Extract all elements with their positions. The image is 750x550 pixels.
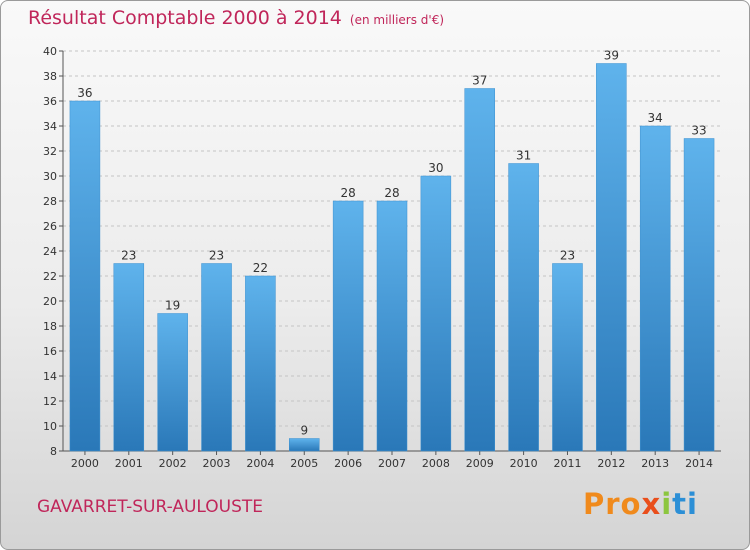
bar-2001: [113, 263, 145, 452]
x-tick-label: 2011: [553, 457, 581, 470]
logo-part-2: x: [641, 487, 662, 521]
y-tick-label: 36: [43, 95, 57, 108]
value-label: 30: [428, 161, 443, 175]
bar-2002: [157, 313, 188, 452]
value-label: 37: [472, 74, 487, 88]
y-tick-label: 34: [43, 120, 57, 133]
x-tick-label: 2010: [510, 457, 538, 470]
y-tick-label: 12: [43, 395, 57, 408]
chart-title-text: Résultat Comptable 2000 à 2014: [28, 7, 342, 29]
y-tick-label: 18: [43, 320, 57, 333]
value-label: 23: [560, 249, 575, 263]
x-tick-label: 2013: [641, 457, 669, 470]
logo-part-4: ti: [672, 487, 698, 521]
bar-2003: [201, 263, 232, 452]
x-tick-label: 2009: [466, 457, 494, 470]
bar-2004: [245, 275, 276, 452]
value-label: 28: [340, 186, 355, 200]
x-tick-label: 2002: [159, 457, 187, 470]
bar-2005: [289, 438, 320, 452]
value-label: 23: [121, 249, 136, 263]
y-tick-label: 38: [43, 70, 57, 83]
y-tick-label: 16: [43, 345, 57, 358]
x-tick-label: 2001: [115, 457, 143, 470]
chart-subtitle: (en milliers d'€): [349, 13, 445, 27]
y-tick-label: 8: [50, 445, 57, 458]
value-label: 23: [209, 249, 224, 263]
y-tick-label: 20: [43, 295, 57, 308]
bar-2012: [596, 63, 627, 452]
y-tick-label: 32: [43, 145, 57, 158]
logo-part-1: Pro: [583, 487, 642, 521]
x-tick-label: 2000: [71, 457, 99, 470]
place-name: GAVARRET-SUR-AULOUSTE: [37, 497, 264, 517]
y-tick-label: 24: [43, 245, 57, 258]
bar-2006: [332, 200, 364, 452]
bar-2008: [420, 175, 452, 452]
x-tick-label: 2012: [597, 457, 625, 470]
x-tick-label: 2005: [290, 457, 318, 470]
y-tick-label: 26: [43, 220, 57, 233]
bar-2011: [552, 263, 583, 452]
chart-title: Résultat Comptable 2000 à 2014 (en millie…: [28, 7, 444, 29]
bar-2000: [69, 100, 101, 452]
y-tick-label: 22: [43, 270, 57, 283]
value-label: 28: [384, 186, 399, 200]
bar-2007: [376, 200, 408, 452]
value-label: 34: [648, 111, 663, 125]
value-label: 39: [604, 49, 619, 63]
value-label: 31: [516, 149, 531, 163]
bar-2013: [639, 125, 671, 452]
y-tick-label: 14: [43, 370, 57, 383]
labels: 8 10 12 14 16 18 20 22 24 26 28 30 32 34 36 38 40 36 2000 2…: [43, 45, 713, 470]
bar-2014: [683, 138, 715, 452]
value-label: 33: [691, 124, 706, 138]
bar-2010: [508, 163, 539, 452]
y-tick-label: 10: [43, 420, 57, 433]
value-label: 9: [300, 424, 308, 438]
value-label: 22: [253, 261, 268, 275]
bars: [69, 63, 715, 452]
x-tick-label: 2007: [378, 457, 406, 470]
y-tick-label: 30: [43, 170, 57, 183]
value-label: 19: [165, 299, 180, 313]
x-tick-label: 2008: [422, 457, 450, 470]
proxiti-logo: Proxiti: [583, 487, 698, 521]
x-tick-label: 2014: [685, 457, 713, 470]
y-tick-label: 40: [43, 45, 57, 58]
y-tick-label: 28: [43, 195, 57, 208]
x-tick-label: 2006: [334, 457, 362, 470]
bar-2009: [464, 88, 495, 452]
value-label: 36: [77, 86, 92, 100]
x-tick-label: 2004: [246, 457, 274, 470]
x-tick-label: 2003: [203, 457, 231, 470]
logo-part-3: i: [661, 487, 673, 521]
